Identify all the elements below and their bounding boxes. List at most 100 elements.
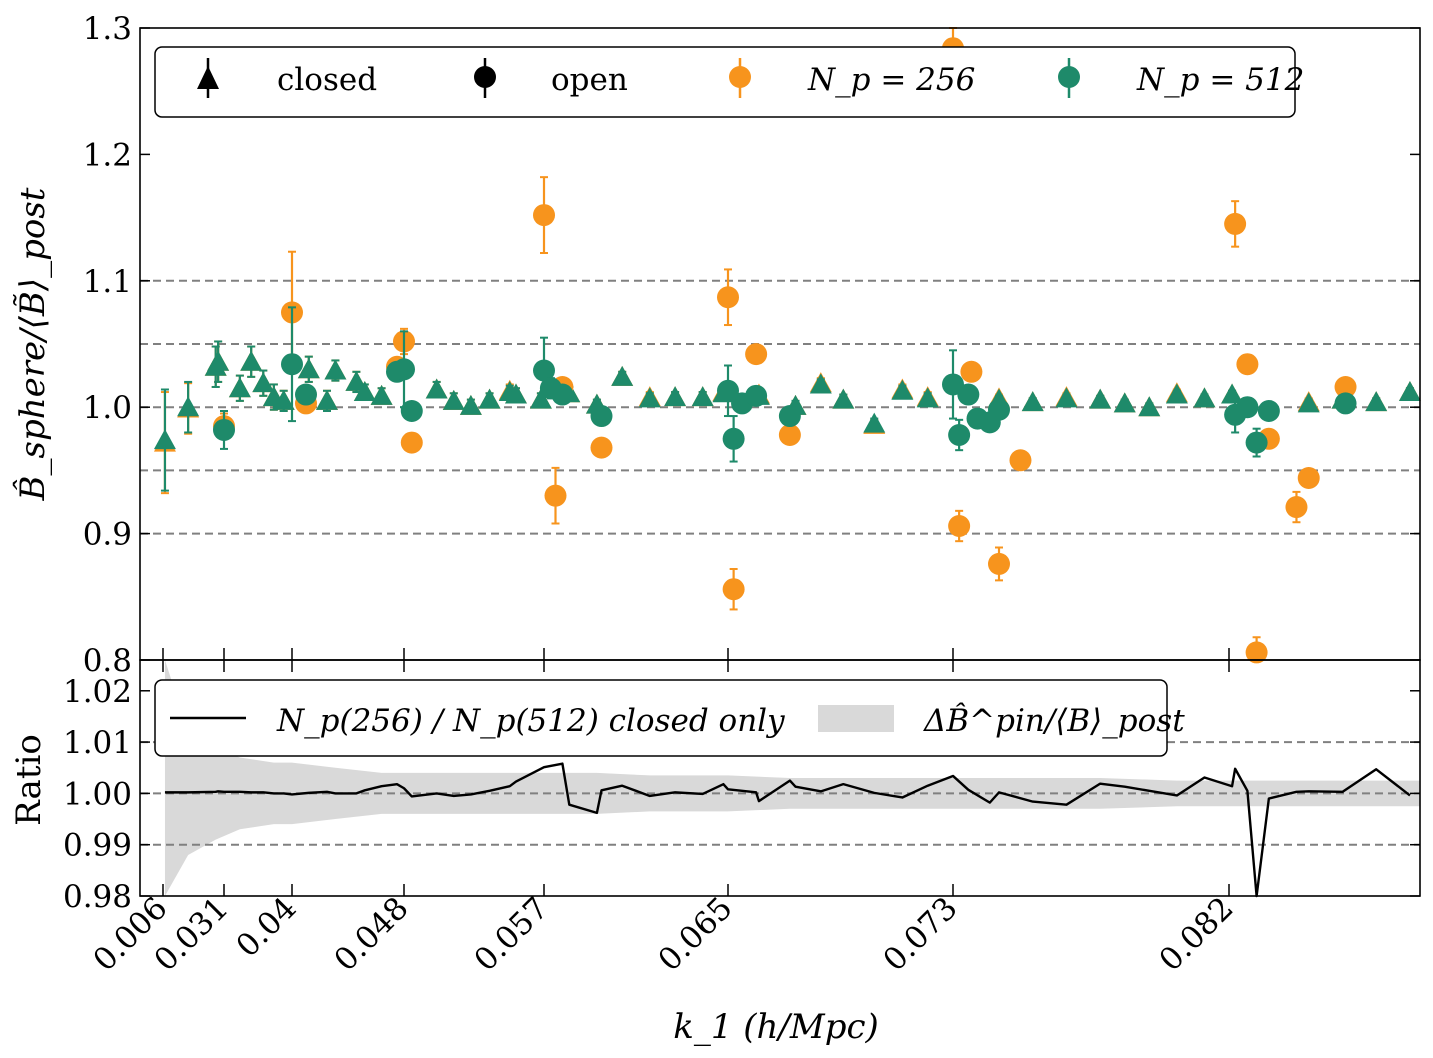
x-axis-label: k_1 (h/Mpc): [673, 1007, 879, 1047]
legend-ratio-label: N_p(256) / N_p(512) closed only: [276, 703, 785, 739]
x-tick-label: 0.057: [467, 890, 555, 978]
triangle-marker: [345, 370, 368, 391]
legend-closed-marker: [197, 58, 219, 98]
triangle-marker: [240, 350, 263, 371]
circle-marker: [551, 383, 574, 406]
triangle-marker: [611, 365, 634, 386]
triangle-marker: [809, 373, 832, 394]
triangle-marker: [916, 387, 939, 408]
triangle-marker: [316, 389, 338, 410]
triangle-marker: [353, 381, 376, 402]
bottom-legend-frame: [154, 679, 1168, 757]
x-tick-label: 0.065: [651, 890, 739, 978]
circle-marker: [533, 359, 555, 382]
triangle-marker: [832, 388, 855, 409]
triangle-marker: [1193, 387, 1216, 408]
triangle-marker: [863, 412, 886, 433]
circle-marker: [400, 431, 423, 454]
triangle-marker: [1165, 383, 1188, 404]
circle-marker: [590, 405, 613, 428]
x-tick-label: 0.073: [876, 890, 964, 978]
circle-marker: [957, 383, 980, 406]
legend-np512-label: N_p = 512: [1136, 62, 1304, 98]
circle-marker: [393, 358, 415, 381]
legend-band-swatch: [818, 705, 894, 732]
triangle-marker: [1221, 383, 1244, 404]
triangle-marker: [505, 383, 527, 404]
circle-marker: [1285, 496, 1308, 519]
circle-marker: [400, 399, 423, 422]
triangle-marker: [177, 396, 200, 417]
bottom-y-tick-label: 1.01: [63, 725, 132, 761]
triangle-marker: [442, 389, 465, 410]
top-y-tick-label: 0.8: [83, 643, 132, 679]
uncertainty-band: [164, 660, 1420, 896]
triangle-marker: [891, 379, 914, 400]
top-y-tick-label: 1.2: [83, 137, 132, 173]
circle-marker: [1236, 353, 1259, 376]
circle-marker: [1334, 392, 1357, 415]
triangle-marker: [664, 386, 687, 407]
circle-marker: [948, 515, 971, 538]
top-legend-frame: [154, 46, 1296, 118]
circle-marker: [722, 578, 745, 601]
circle-marker: [745, 384, 768, 407]
circle-marker: [1334, 375, 1357, 398]
triangle-marker: [425, 378, 448, 399]
x-tick-label: 0.082: [1152, 890, 1240, 978]
circle-marker: [295, 383, 317, 406]
top-y-tick-label: 0.9: [83, 517, 132, 553]
circle-marker: [1236, 396, 1259, 419]
triangle-marker: [1021, 391, 1044, 412]
triangle-marker: [153, 429, 176, 450]
circle-marker: [745, 343, 768, 366]
triangle-marker: [1055, 387, 1078, 408]
bottom-y-tick-label: 0.98: [63, 879, 132, 915]
circle-marker: [1245, 431, 1268, 454]
bottom-y-tick-label: 1.00: [63, 776, 132, 812]
circle-marker: [213, 418, 235, 441]
circle-marker: [722, 427, 745, 450]
circle-marker: [1245, 641, 1268, 664]
bottom-y-tick-label: 1.02: [63, 674, 132, 710]
legend-np256-label: N_p = 256: [807, 62, 975, 98]
triangle-marker: [370, 384, 393, 405]
triangle-marker: [228, 377, 251, 398]
bottom-y-axis-label: Ratio: [9, 734, 49, 826]
triangle-marker: [324, 359, 347, 380]
circle-marker: [778, 405, 801, 428]
triangle-marker: [1138, 396, 1161, 417]
triangle-marker: [1365, 391, 1388, 412]
legend-closed-label: closed: [277, 62, 377, 98]
ratio-polyline: [164, 762, 1411, 898]
circle-marker: [1257, 399, 1280, 422]
legend-open-marker: [474, 58, 496, 98]
bottom-y-tick-label: 0.99: [63, 828, 132, 864]
triangle-marker: [1089, 388, 1112, 409]
top-y-tick-label: 1.0: [83, 390, 132, 426]
ratio-line: [164, 762, 1411, 898]
circle-marker: [717, 379, 739, 402]
top-y-axis-label: B̂_sphere/⟨B̃⟩_post: [12, 187, 53, 501]
bottom-panel-frame: [139, 659, 1421, 897]
circle-marker: [590, 436, 613, 459]
top-y-tick-label: 1.3: [83, 11, 132, 47]
circle-marker: [1224, 212, 1247, 235]
triangle-marker: [691, 386, 714, 407]
axes: 0.8 0.9 1.0 1.1 1.2 1.3 0.98 0.99 1.00 1.01 1.02 0.…: [63, 11, 1421, 978]
triangle-marker: [297, 358, 320, 379]
triangle-marker: [459, 394, 482, 415]
legend-open-label: open: [551, 62, 628, 98]
legend-np256-marker: [729, 58, 751, 98]
circle-marker: [1009, 449, 1032, 472]
top-y-tick-label: 1.1: [83, 264, 132, 300]
x-tick-label: 0.04: [229, 890, 303, 964]
bottom-legend: N_p(256) / N_p(512) closed only ΔB̂^pin/…: [154, 679, 1185, 757]
circle-marker: [717, 286, 739, 309]
uncertainty-band-area: [164, 660, 1420, 896]
circle-marker: [960, 360, 983, 383]
triangle-marker: [478, 388, 501, 409]
triangle-marker: [252, 372, 275, 393]
triangle-marker: [1113, 392, 1136, 413]
